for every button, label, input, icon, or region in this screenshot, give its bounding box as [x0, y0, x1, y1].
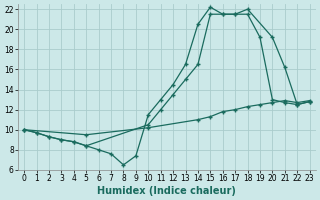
- X-axis label: Humidex (Indice chaleur): Humidex (Indice chaleur): [98, 186, 236, 196]
